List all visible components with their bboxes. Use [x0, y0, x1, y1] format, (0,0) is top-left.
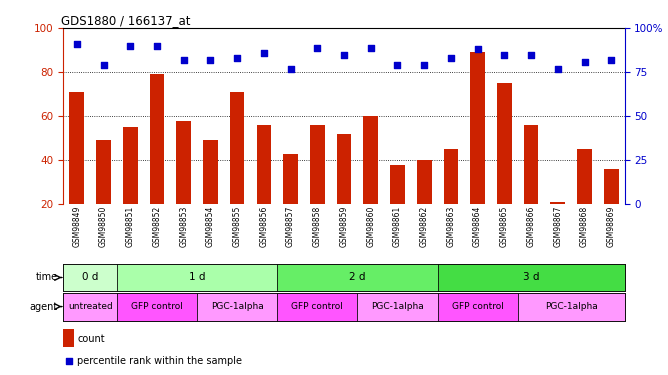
Point — [285, 66, 296, 72]
Bar — [277, 264, 438, 291]
Bar — [257, 125, 271, 204]
Text: PGC-1alpha: PGC-1alpha — [371, 302, 424, 311]
Text: 0 d: 0 d — [82, 273, 98, 282]
Bar — [123, 127, 138, 204]
Bar — [63, 329, 73, 346]
Bar — [604, 169, 619, 204]
Point — [392, 62, 403, 68]
Bar — [117, 264, 277, 291]
Point — [385, 256, 395, 262]
Bar — [150, 74, 164, 204]
Text: 1 d: 1 d — [189, 273, 205, 282]
Point — [472, 46, 483, 52]
Text: PGC-1alpha: PGC-1alpha — [545, 302, 597, 311]
Text: untreated: untreated — [68, 302, 112, 311]
Bar — [203, 141, 218, 204]
Bar — [524, 125, 538, 204]
Text: GFP control: GFP control — [291, 302, 343, 311]
Bar — [438, 292, 518, 321]
Point — [499, 52, 510, 58]
Point — [312, 45, 323, 51]
Bar — [518, 292, 625, 321]
Bar — [444, 149, 458, 204]
Point — [339, 52, 349, 58]
Bar — [310, 125, 325, 204]
Point — [552, 66, 563, 72]
Point — [526, 52, 536, 58]
Text: count: count — [77, 334, 105, 344]
Bar — [337, 134, 351, 204]
Bar — [117, 292, 197, 321]
Bar — [363, 116, 378, 204]
Point — [178, 57, 189, 63]
Point — [125, 43, 136, 49]
Bar — [357, 292, 438, 321]
Point — [365, 45, 376, 51]
Point — [205, 57, 216, 63]
Point — [259, 50, 269, 56]
Text: agent: agent — [29, 302, 58, 312]
Point — [98, 62, 109, 68]
Bar — [470, 53, 485, 204]
Text: GFP control: GFP control — [131, 302, 183, 311]
Text: time: time — [35, 273, 58, 282]
Text: GFP control: GFP control — [452, 302, 504, 311]
Point — [446, 55, 456, 61]
Text: 2 d: 2 d — [349, 273, 365, 282]
Bar — [283, 154, 298, 204]
Point — [606, 57, 617, 63]
Bar — [277, 292, 357, 321]
Bar — [197, 292, 277, 321]
Bar — [63, 292, 117, 321]
Bar — [417, 160, 432, 204]
Bar — [69, 92, 84, 204]
Point — [419, 62, 430, 68]
Bar — [497, 83, 512, 204]
Bar — [63, 264, 117, 291]
Bar — [96, 141, 111, 204]
Bar — [550, 202, 565, 204]
Bar — [438, 264, 625, 291]
Text: 3 d: 3 d — [523, 273, 539, 282]
Bar — [577, 149, 592, 204]
Text: PGC-1alpha: PGC-1alpha — [211, 302, 263, 311]
Bar — [390, 165, 405, 204]
Point — [232, 55, 242, 61]
Text: percentile rank within the sample: percentile rank within the sample — [77, 356, 242, 366]
Point — [152, 43, 162, 49]
Bar — [176, 121, 191, 204]
Point — [71, 41, 82, 47]
Bar — [230, 92, 244, 204]
Point — [579, 58, 590, 64]
Text: GDS1880 / 166137_at: GDS1880 / 166137_at — [61, 14, 190, 27]
